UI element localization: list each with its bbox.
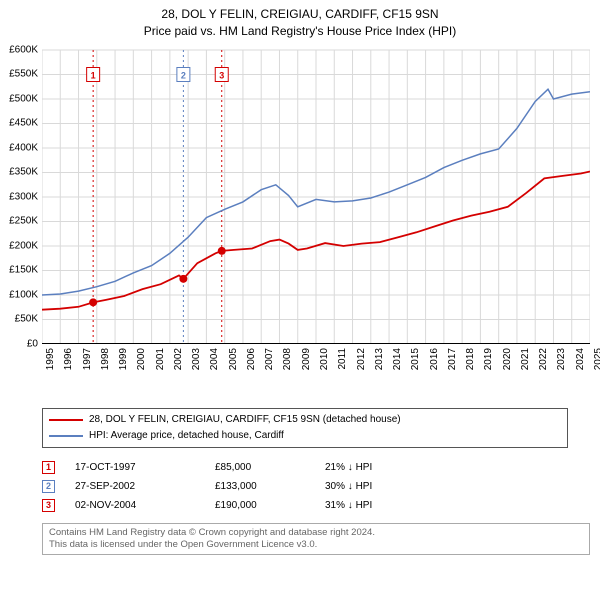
sale-pct: 30% ↓ HPI — [325, 477, 372, 496]
x-tick-label: 2002 — [173, 348, 184, 370]
sale-date: 02-NOV-2004 — [75, 496, 215, 515]
x-tick-label: 2001 — [155, 348, 166, 370]
svg-text:3: 3 — [219, 70, 224, 80]
sales-row: 3 02-NOV-2004 £190,000 31% ↓ HPI — [42, 496, 590, 515]
y-tick-label: £500K — [9, 93, 38, 104]
svg-text:1: 1 — [91, 70, 96, 80]
footnote-line-1: Contains HM Land Registry data © Crown c… — [49, 527, 583, 539]
chart-area: 1 2 3 £0 £50K £100K £150K £200K £250K £300K £350K £… — [0, 44, 600, 374]
legend-swatch — [49, 435, 83, 437]
x-tick-label: 2015 — [410, 348, 421, 370]
x-tick-label: 2019 — [483, 348, 494, 370]
sale-pct: 31% ↓ HPI — [325, 496, 372, 515]
x-tick-label: 2013 — [374, 348, 385, 370]
x-tick-label: 2022 — [538, 348, 549, 370]
x-tick-label: 2003 — [191, 348, 202, 370]
x-tick-label: 2024 — [575, 348, 586, 370]
y-tick-label: £0 — [27, 338, 38, 349]
sale-date: 17-OCT-1997 — [75, 458, 215, 477]
chart-container: 28, DOL Y FELIN, CREIGIAU, CARDIFF, CF15… — [0, 0, 600, 590]
y-tick-label: £550K — [9, 69, 38, 80]
x-tick-label: 2020 — [502, 348, 513, 370]
sale-pct: 21% ↓ HPI — [325, 458, 372, 477]
svg-text:2: 2 — [181, 70, 186, 80]
y-tick-label: £450K — [9, 118, 38, 129]
legend-entry: HPI: Average price, detached house, Card… — [49, 428, 561, 444]
legend-label: 28, DOL Y FELIN, CREIGIAU, CARDIFF, CF15… — [89, 412, 401, 428]
y-tick-label: £350K — [9, 167, 38, 178]
y-tick-label: £100K — [9, 289, 38, 300]
y-tick-label: £250K — [9, 216, 38, 227]
sale-price: £133,000 — [215, 477, 325, 496]
x-tick-label: 2016 — [429, 348, 440, 370]
x-tick-label: 2018 — [465, 348, 476, 370]
x-tick-label: 2006 — [246, 348, 257, 370]
legend-box: 28, DOL Y FELIN, CREIGIAU, CARDIFF, CF15… — [42, 408, 568, 448]
legend-swatch — [49, 419, 83, 421]
sale-price: £190,000 — [215, 496, 325, 515]
x-tick-label: 2023 — [556, 348, 567, 370]
sales-table: 1 17-OCT-1997 £85,000 21% ↓ HPI 2 27-SEP… — [42, 458, 590, 515]
y-tick-label: £200K — [9, 240, 38, 251]
sale-marker-icon: 3 — [42, 499, 55, 512]
plot-area: 123£0£50K£100K£150K£200K£250K£300K£350K£… — [42, 44, 590, 344]
x-tick-label: 2009 — [301, 348, 312, 370]
footnote-line-2: This data is licensed under the Open Gov… — [49, 539, 583, 551]
sales-row: 1 17-OCT-1997 £85,000 21% ↓ HPI — [42, 458, 590, 477]
x-tick-label: 2010 — [319, 348, 330, 370]
x-tick-label: 2005 — [228, 348, 239, 370]
sale-date: 27-SEP-2002 — [75, 477, 215, 496]
x-tick-label: 2008 — [282, 348, 293, 370]
sales-row: 2 27-SEP-2002 £133,000 30% ↓ HPI — [42, 477, 590, 496]
title-block: 28, DOL Y FELIN, CREIGIAU, CARDIFF, CF15… — [0, 0, 600, 44]
footnote-box: Contains HM Land Registry data © Crown c… — [42, 523, 590, 556]
sale-marker-icon: 1 — [42, 461, 55, 474]
x-tick-label: 2004 — [209, 348, 220, 370]
x-tick-label: 1999 — [118, 348, 129, 370]
sale-marker-icon: 2 — [42, 480, 55, 493]
y-tick-label: £150K — [9, 265, 38, 276]
x-tick-label: 2011 — [337, 348, 348, 370]
x-tick-label: 2014 — [392, 348, 403, 370]
x-tick-label: 2012 — [356, 348, 367, 370]
legend-entry: 28, DOL Y FELIN, CREIGIAU, CARDIFF, CF15… — [49, 412, 561, 428]
x-tick-label: 1996 — [63, 348, 74, 370]
x-tick-label: 2025 — [593, 348, 600, 370]
title-line-2: Price paid vs. HM Land Registry's House … — [0, 23, 600, 40]
x-tick-label: 1995 — [45, 348, 56, 370]
y-tick-label: £400K — [9, 142, 38, 153]
sale-price: £85,000 — [215, 458, 325, 477]
x-tick-label: 2017 — [447, 348, 458, 370]
x-tick-label: 2007 — [264, 348, 275, 370]
chart-svg: 1 2 3 — [42, 44, 590, 344]
title-line-1: 28, DOL Y FELIN, CREIGIAU, CARDIFF, CF15… — [0, 6, 600, 23]
y-tick-label: £300K — [9, 191, 38, 202]
x-tick-label: 1998 — [100, 348, 111, 370]
x-tick-label: 1997 — [82, 348, 93, 370]
x-tick-label: 2000 — [136, 348, 147, 370]
y-tick-label: £600K — [9, 44, 38, 55]
x-tick-label: 2021 — [520, 348, 531, 370]
y-tick-label: £50K — [15, 314, 38, 325]
legend-label: HPI: Average price, detached house, Card… — [89, 428, 284, 444]
